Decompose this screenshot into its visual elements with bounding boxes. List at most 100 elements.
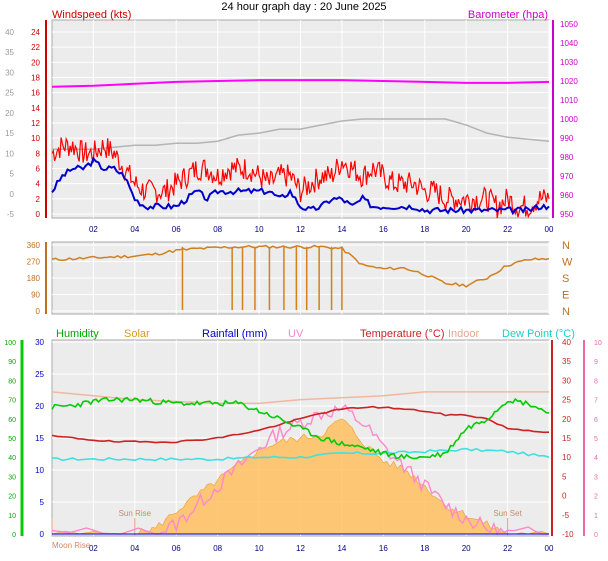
wind-left-tick: 6 <box>36 165 41 174</box>
barometer-label: Barometer (hpa) <box>468 9 548 21</box>
wind-far-left-tick: 15 <box>5 129 14 138</box>
humidity-tick: 40 <box>8 455 16 462</box>
dir-compass-tick: N <box>562 306 570 318</box>
solar-area <box>51 418 550 535</box>
humidity-label: Humidity <box>56 328 99 340</box>
annotation-label: Sun Set <box>493 509 522 518</box>
uv-tick: 8 <box>594 378 598 385</box>
humidity-tick: 20 <box>8 494 16 501</box>
humidity-tick: 30 <box>8 474 16 481</box>
temperature-tick: -5 <box>562 511 570 520</box>
wind-x-tick: 10 <box>255 225 264 234</box>
humidity-tick: 10 <box>8 513 16 520</box>
wind-far-left-tick: -5 <box>7 210 15 219</box>
annotation-label: Moon Rise <box>52 541 91 550</box>
barometer-tick: 1050 <box>560 20 578 29</box>
mix-x-tick: 02 <box>89 544 98 553</box>
wind-left-tick: 0 <box>36 210 41 219</box>
barometer-tick: 950 <box>560 210 574 219</box>
wind-x-tick: 06 <box>172 225 181 234</box>
uv-tick: 3 <box>594 474 598 481</box>
barometer-tick: 980 <box>560 153 574 162</box>
uv-tick: 4 <box>594 455 598 462</box>
temperature-label: Temperature (°C) <box>360 328 444 340</box>
barometer-tick: 1040 <box>560 39 578 48</box>
windspeed-gust-line <box>51 136 550 219</box>
barometer-tick: 960 <box>560 191 574 200</box>
uv-tick: 7 <box>594 398 598 405</box>
wind-left-tick: 16 <box>31 89 40 98</box>
uv-tick: 6 <box>594 417 598 424</box>
dewpoint-label: Dew Point (°C) <box>502 328 575 340</box>
wind-left-tick: 24 <box>31 28 40 37</box>
rainfall-tick: 5 <box>40 498 45 507</box>
annotation-label: Sun Rise <box>119 509 152 518</box>
windspeed-label: Windspeed (kts) <box>52 9 131 21</box>
wind-left-tick: 12 <box>31 119 40 128</box>
barometer-tick: 970 <box>560 172 574 181</box>
wind-x-tick: 04 <box>130 225 139 234</box>
wind-x-tick: 22 <box>503 225 512 234</box>
chart-marks: 2422201816141210864204035302520151050-51… <box>4 20 602 553</box>
wind-x-tick: 16 <box>379 225 388 234</box>
uv-tick: 9 <box>594 359 598 366</box>
mix-x-tick: 04 <box>130 544 139 553</box>
uv-tick: 10 <box>594 340 602 347</box>
barometer-tick: 1000 <box>560 115 578 124</box>
windspeed-avg-line <box>51 156 550 216</box>
uv-tick: 0 <box>594 532 598 539</box>
wind-x-tick: 08 <box>213 225 222 234</box>
wind-left-tick: 2 <box>36 195 41 204</box>
temperature-tick: 15 <box>562 434 571 443</box>
wind-far-left-tick: 20 <box>5 109 14 118</box>
barometer-tick: 1010 <box>560 96 578 105</box>
dir-compass-tick: E <box>562 290 569 302</box>
solar-label: Solar <box>124 328 150 340</box>
humidity-tick: 50 <box>8 436 16 443</box>
temperature-tick: 25 <box>562 396 571 405</box>
wind-far-left-tick: 35 <box>5 48 14 57</box>
wind-left-tick: 18 <box>31 74 40 83</box>
wind-far-left-tick: 30 <box>5 68 14 77</box>
mix-x-tick: 10 <box>255 544 264 553</box>
dewpoint-line <box>51 447 550 462</box>
humidity-tick: 80 <box>8 378 16 385</box>
wind-left-tick: 8 <box>36 149 41 158</box>
mix-x-tick: 00 <box>545 544 554 553</box>
dir-compass-tick: S <box>562 273 569 285</box>
wind-far-left-tick: 0 <box>10 190 15 199</box>
mix-x-tick: 18 <box>420 544 429 553</box>
mix-x-tick: 12 <box>296 544 305 553</box>
barometer-line <box>51 79 550 88</box>
wind-x-tick: 02 <box>89 225 98 234</box>
barometer-tick: 990 <box>560 134 574 143</box>
humidity-tick: 100 <box>4 340 16 347</box>
humidity-line <box>51 396 550 460</box>
humidity-tick: 0 <box>12 532 16 539</box>
wind-x-tick: 18 <box>420 225 429 234</box>
mix-x-tick: 22 <box>503 544 512 553</box>
uv-tick: 5 <box>594 436 598 443</box>
humidity-tick: 90 <box>8 359 16 366</box>
dir-left-tick: 90 <box>31 291 40 300</box>
barometer-tick: 1030 <box>560 58 578 67</box>
humidity-tick: 60 <box>8 417 16 424</box>
dir-compass-tick: W <box>562 257 573 269</box>
rainfall-tick: 25 <box>35 370 44 379</box>
rainfall-tick: 20 <box>35 402 44 411</box>
uv-line <box>51 403 549 536</box>
wind-x-tick: 12 <box>296 225 305 234</box>
wind-left-tick: 22 <box>31 43 40 52</box>
wind-far-left-tick: 25 <box>5 89 14 98</box>
wind-left-tick: 20 <box>31 58 40 67</box>
dir-left-tick: 0 <box>36 307 41 316</box>
temperature-tick: 40 <box>562 338 571 347</box>
uv-tick: 2 <box>594 494 598 501</box>
wind-x-tick: 20 <box>462 225 471 234</box>
mix-x-tick: 16 <box>379 544 388 553</box>
temperature-tick: 5 <box>562 472 567 481</box>
rainfall-tick: 0 <box>40 530 45 539</box>
chart-title: 24 hour graph day : 20 June 2025 <box>221 1 386 13</box>
dir-left-tick: 180 <box>27 274 41 283</box>
